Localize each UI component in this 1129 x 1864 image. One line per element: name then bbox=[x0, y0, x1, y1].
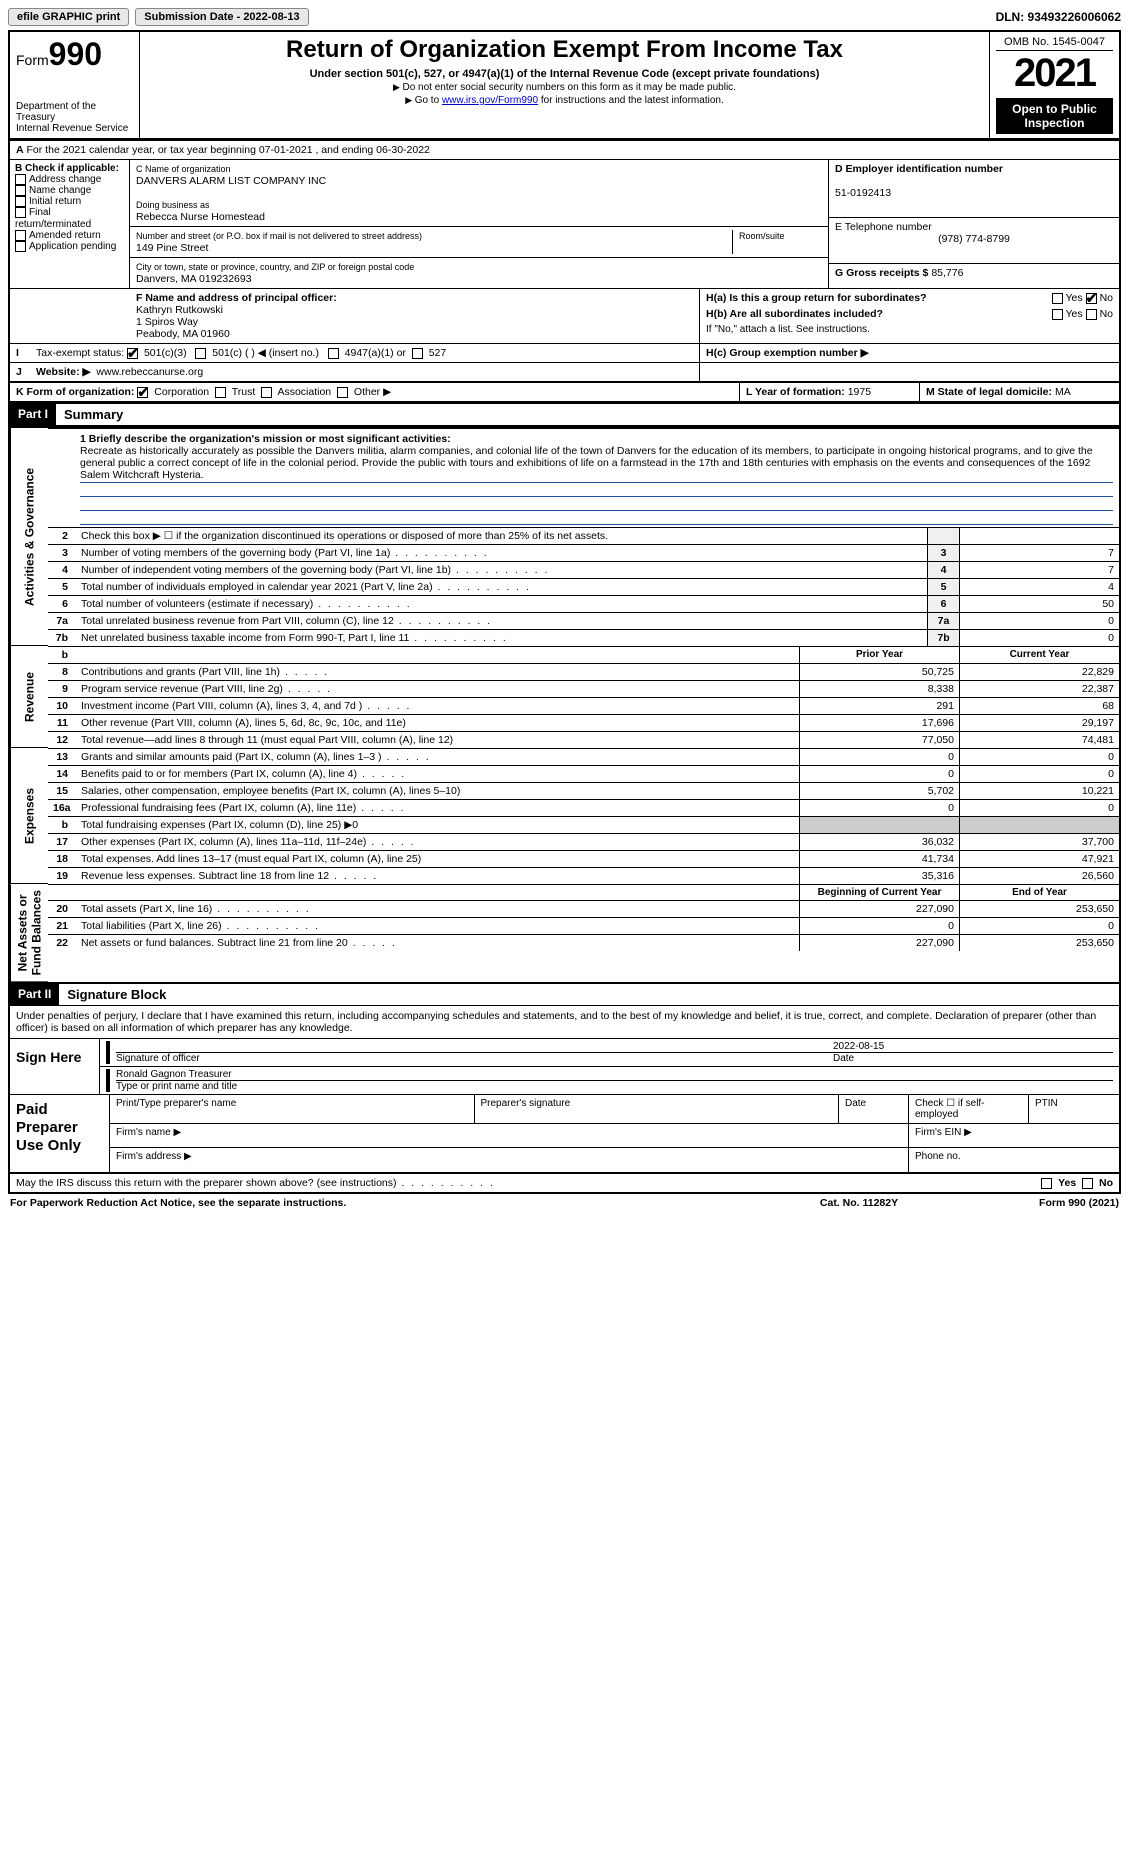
line-15: 15Salaries, other compensation, employee… bbox=[48, 782, 1119, 799]
form-number: Form990 bbox=[16, 36, 133, 73]
info-grid: B Check if applicable: Address change Na… bbox=[8, 160, 1121, 289]
line-20: 20Total assets (Part X, line 16)227,0902… bbox=[48, 900, 1119, 917]
line-2: 2Check this box ▶ ☐ if the organization … bbox=[48, 527, 1119, 544]
top-bar: efile GRAPHIC print Submission Date - 20… bbox=[8, 8, 1121, 26]
line-21: 21Total liabilities (Part X, line 26)00 bbox=[48, 917, 1119, 934]
part-i-header: Part I Summary bbox=[8, 404, 1121, 428]
discuss-row: May the IRS discuss this return with the… bbox=[8, 1174, 1121, 1194]
line-22: 22Net assets or fund balances. Subtract … bbox=[48, 934, 1119, 951]
line-9: 9Program service revenue (Part VIII, lin… bbox=[48, 680, 1119, 697]
dba-name: Rebecca Nurse Homestead bbox=[136, 211, 265, 223]
page-footer: For Paperwork Reduction Act Notice, see … bbox=[8, 1194, 1121, 1212]
gross-receipts: 85,776 bbox=[931, 267, 963, 279]
phone: (978) 774-8799 bbox=[835, 233, 1113, 245]
vtab-governance: Activities & Governance bbox=[10, 428, 48, 646]
form-title: Return of Organization Exempt From Incom… bbox=[146, 36, 983, 64]
line-5: 5Total number of individuals employed in… bbox=[48, 578, 1119, 595]
line-12: 12Total revenue—add lines 8 through 11 (… bbox=[48, 731, 1119, 748]
row-k-l-m: K Form of organization: Corporation Trus… bbox=[8, 383, 1121, 404]
dept-label: Department of the Treasury Internal Reve… bbox=[16, 101, 133, 134]
line-6: 6Total number of volunteers (estimate if… bbox=[48, 595, 1119, 612]
city-state-zip: Danvers, MA 019232693 bbox=[136, 273, 252, 285]
part-ii-header: Part II Signature Block bbox=[8, 984, 1121, 1006]
signature-block: Under penalties of perjury, I declare th… bbox=[8, 1006, 1121, 1174]
form-subtitle: Under section 501(c), 527, or 4947(a)(1)… bbox=[146, 68, 983, 80]
net-header: Beginning of Current YearEnd of Year bbox=[48, 884, 1119, 900]
efile-button[interactable]: efile GRAPHIC print bbox=[8, 8, 129, 26]
tax-year: 2021 bbox=[996, 51, 1113, 96]
form-header: Form990 Department of the Treasury Inter… bbox=[8, 30, 1121, 141]
sign-here-label: Sign Here bbox=[10, 1039, 100, 1094]
irs-link[interactable]: www.irs.gov/Form990 bbox=[442, 95, 538, 106]
mission-text: Recreate as historically accurately as p… bbox=[80, 445, 1113, 483]
line-10: 10Investment income (Part VIII, column (… bbox=[48, 697, 1119, 714]
line-7b: 7bNet unrelated business taxable income … bbox=[48, 629, 1119, 646]
sign-date: 2022-08-15 bbox=[833, 1041, 884, 1052]
note-ssn: Do not enter social security numbers on … bbox=[146, 82, 983, 93]
row-i: I Tax-exempt status: 501(c)(3) 501(c) ( … bbox=[8, 344, 1121, 363]
summary-table: Activities & Governance 1 Briefly descri… bbox=[8, 428, 1121, 984]
line-7a: 7aTotal unrelated business revenue from … bbox=[48, 612, 1119, 629]
preparer-block: Paid Preparer Use Only Print/Type prepar… bbox=[10, 1094, 1119, 1172]
mission-block: 1 Briefly describe the organization's mi… bbox=[48, 428, 1119, 527]
website: www.rebeccanurse.org bbox=[96, 366, 203, 378]
line-8: 8Contributions and grants (Part VIII, li… bbox=[48, 663, 1119, 680]
line-3: 3Number of voting members of the governi… bbox=[48, 544, 1119, 561]
line-14: 14Benefits paid to or for members (Part … bbox=[48, 765, 1119, 782]
row-j: J Website: ▶ www.rebeccanurse.org bbox=[8, 363, 1121, 383]
box-b: B Check if applicable: Address change Na… bbox=[10, 160, 130, 288]
vtab-revenue: Revenue bbox=[10, 646, 48, 748]
line-4: 4Number of independent voting members of… bbox=[48, 561, 1119, 578]
omb-number: OMB No. 1545-0047 bbox=[996, 36, 1113, 51]
row-f-h: F Name and address of principal officer:… bbox=[8, 289, 1121, 344]
line-16b: bTotal fundraising expenses (Part IX, co… bbox=[48, 816, 1119, 833]
year-formation: 1975 bbox=[848, 386, 871, 398]
officer-signed-name: Ronald Gagnon Treasurer bbox=[116, 1069, 232, 1080]
row-a-tax-year: A For the 2021 calendar year, or tax yea… bbox=[8, 141, 1121, 160]
dln-label: DLN: 93493226006062 bbox=[996, 10, 1121, 24]
state-domicile: MA bbox=[1055, 386, 1071, 398]
ein: 51-0192413 bbox=[835, 187, 891, 199]
box-c: C Name of organization DANVERS ALARM LIS… bbox=[130, 160, 829, 288]
line-19: 19Revenue less expenses. Subtract line 1… bbox=[48, 867, 1119, 884]
org-name: DANVERS ALARM LIST COMPANY INC bbox=[136, 175, 326, 187]
note-link: Go to www.irs.gov/Form990 for instructio… bbox=[146, 95, 983, 106]
vtab-expenses: Expenses bbox=[10, 748, 48, 884]
perjury-statement: Under penalties of perjury, I declare th… bbox=[10, 1006, 1119, 1039]
line-11: 11Other revenue (Part VIII, column (A), … bbox=[48, 714, 1119, 731]
line-17: 17Other expenses (Part IX, column (A), l… bbox=[48, 833, 1119, 850]
street-address: 149 Pine Street bbox=[136, 242, 208, 254]
open-public-badge: Open to Public Inspection bbox=[996, 98, 1113, 134]
line-18: 18Total expenses. Add lines 13–17 (must … bbox=[48, 850, 1119, 867]
officer-name: Kathryn Rutkowski bbox=[136, 304, 223, 316]
submission-date-button[interactable]: Submission Date - 2022-08-13 bbox=[135, 8, 308, 26]
vtab-net-assets: Net Assets or Fund Balances bbox=[10, 884, 48, 982]
line-16a: 16aProfessional fundraising fees (Part I… bbox=[48, 799, 1119, 816]
rev-header: bPrior YearCurrent Year bbox=[48, 646, 1119, 663]
line-13: 13Grants and similar amounts paid (Part … bbox=[48, 748, 1119, 765]
